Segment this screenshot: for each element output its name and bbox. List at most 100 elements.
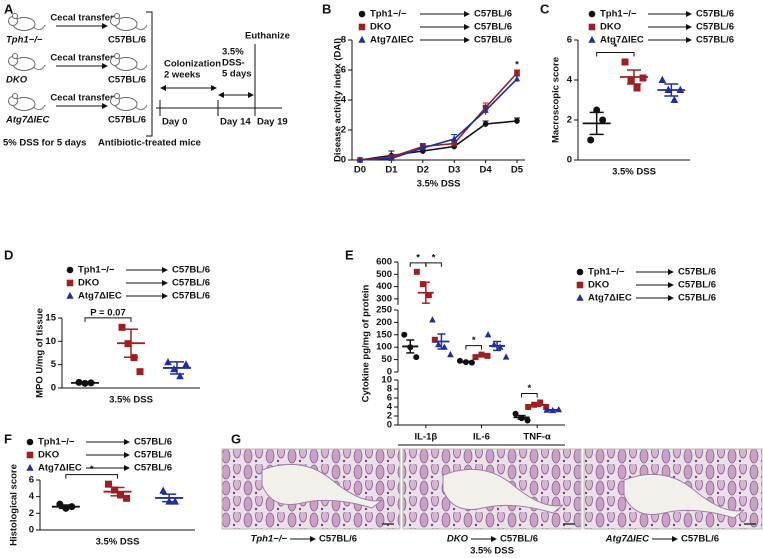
y-tick-label: 8 xyxy=(387,384,392,395)
donor-treatment: 5% DSS for 5 days xyxy=(3,138,86,149)
arrow-head xyxy=(672,536,678,542)
significance-label: P = 0.07 xyxy=(90,307,125,318)
recipient-name: C57BL/6 xyxy=(108,75,146,86)
y-tick-label: 0 xyxy=(29,525,34,536)
legend-recipient: C57BL/6 xyxy=(474,22,512,33)
y-tick-label: 300 xyxy=(376,293,392,304)
y-axis-label: MPO U/mg of tissue xyxy=(35,308,46,398)
arrow-head xyxy=(491,536,497,542)
legend-recipient: C57BL/6 xyxy=(172,278,210,289)
x-axis-label: 3.5% DSS xyxy=(470,546,514,557)
arrow-head xyxy=(102,103,108,109)
lumen xyxy=(442,468,564,514)
arrow-head xyxy=(686,24,692,30)
data-point xyxy=(425,292,432,299)
legend-label: DKO xyxy=(78,278,99,289)
mouse-tail xyxy=(134,64,148,71)
legend-marker xyxy=(588,23,596,31)
significance-bracket xyxy=(596,52,635,57)
x-tick-label: D4 xyxy=(480,165,493,176)
x-tick-label: D1 xyxy=(385,165,398,176)
arrow-head xyxy=(162,293,168,299)
legend-recipient: C57BL/6 xyxy=(134,463,172,474)
lumen xyxy=(623,473,745,519)
y-tick-label: 500 xyxy=(376,269,392,280)
arrow-head xyxy=(124,439,130,445)
data-point xyxy=(105,480,112,488)
y-tick-label: 50 xyxy=(381,354,392,365)
arrow-head xyxy=(464,24,470,30)
data-point xyxy=(502,353,510,360)
data-point xyxy=(524,417,531,424)
legend-marker xyxy=(66,279,74,287)
mouse-ear xyxy=(12,13,18,19)
data-point xyxy=(658,75,667,83)
legend-label: Tph1−/− xyxy=(38,437,75,448)
legend-label: DKO xyxy=(38,450,59,461)
significance-bracket xyxy=(65,474,118,479)
donor-name: Tph1−/− xyxy=(251,534,288,545)
y-tick-label: 600 xyxy=(376,257,392,268)
mouse-tail xyxy=(134,24,148,31)
recipient-name: C57BL/6 xyxy=(108,35,146,46)
legend-marker xyxy=(26,451,34,459)
data-point xyxy=(514,118,520,124)
panel-label: C xyxy=(540,1,550,16)
arrow-head xyxy=(686,37,692,43)
legend-label: Atg7ΔIEC xyxy=(600,35,644,46)
significance-bracket xyxy=(521,393,538,398)
y-tick-label: 2 xyxy=(29,508,34,519)
y-tick-label: 0 xyxy=(387,420,392,431)
y-tick-label: 15 xyxy=(45,313,56,324)
y-tick-label: 150 xyxy=(376,329,392,340)
arrow-head xyxy=(668,282,674,288)
y-tick-label: 4 xyxy=(29,491,35,502)
data-point xyxy=(123,494,130,502)
y-tick-label: 400 xyxy=(376,281,392,292)
y-axis-label: Macroscopic score xyxy=(551,57,562,143)
y-tick-label: 10 xyxy=(45,336,56,347)
data-point xyxy=(435,340,442,348)
arrow-head xyxy=(162,280,168,286)
data-point xyxy=(441,343,448,350)
data-point xyxy=(627,76,635,84)
arrow-head xyxy=(668,269,674,275)
day-label: Day 0 xyxy=(162,117,187,128)
mouse-tail xyxy=(134,104,148,111)
data-point xyxy=(413,354,420,361)
y-tick-label: 8 xyxy=(341,35,346,46)
significance-label: * xyxy=(472,335,476,346)
end-label: Euthanize xyxy=(245,31,290,42)
x-axis-label: 3.5% DSS xyxy=(417,179,461,190)
data-point xyxy=(159,486,168,494)
data-point xyxy=(514,70,520,76)
legend-recipient: C57BL/6 xyxy=(696,35,734,46)
legend-marker xyxy=(66,266,74,274)
arrow-head xyxy=(124,452,130,458)
arrow-head xyxy=(668,295,674,301)
legend-recipient: C57BL/6 xyxy=(696,22,734,33)
arrow-head xyxy=(102,63,108,69)
y-tick-label: 0 xyxy=(567,155,572,166)
arrow-head xyxy=(464,11,470,17)
mouse-ear xyxy=(114,13,120,19)
arrow-head xyxy=(686,11,692,17)
x-tick-label: IL-6 xyxy=(473,432,490,443)
y-tick-label: 4 xyxy=(567,75,573,86)
significance-label: * xyxy=(528,383,532,394)
y-tick-label: 0 xyxy=(51,383,56,394)
y-tick-label: 0 xyxy=(387,367,392,378)
panel-label: B xyxy=(322,1,331,16)
phase-label: DSS- xyxy=(222,58,245,69)
data-point xyxy=(413,268,420,275)
legend-recipient: C57BL/6 xyxy=(474,9,512,20)
x-axis-label: 3.5% DSS xyxy=(612,167,656,178)
arrow-head xyxy=(102,23,108,29)
y-axis-label: Cytokine pg/mg of protein xyxy=(361,284,372,402)
legend-label: Tph1−/− xyxy=(600,9,637,20)
panel-label: G xyxy=(231,431,241,446)
significance-label: * xyxy=(432,252,436,263)
x-axis-label: 3.5% DSS xyxy=(96,537,140,548)
legend-marker xyxy=(588,35,596,43)
data-point xyxy=(537,399,544,406)
